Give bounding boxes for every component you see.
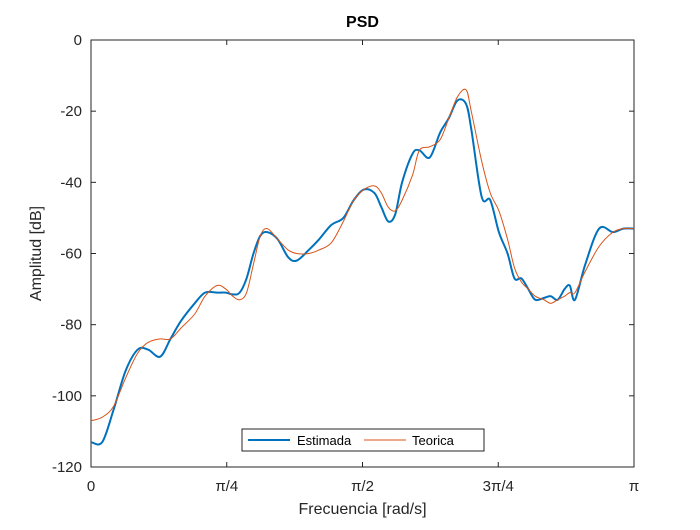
y-axis-label: Amplitud [dB]: [28, 206, 45, 301]
x-tick-label: 0: [87, 478, 95, 495]
y-axis-ticks: 0 -20 -40 -60 -80 -100 -120: [52, 32, 634, 476]
series-line-estimada: [90, 98, 635, 446]
y-tick-label: -120: [52, 459, 82, 476]
y-tick-label: 0: [74, 32, 82, 49]
chart-title: PSD: [346, 14, 379, 31]
legend-box: [241, 428, 485, 452]
legend-label-teorica: Teorica: [412, 433, 455, 448]
y-tick-label: -80: [60, 317, 82, 334]
y-tick-label: -100: [52, 388, 82, 405]
series-line-teorica: [90, 88, 635, 422]
x-tick-label: π: [629, 478, 639, 495]
x-axis-label: Frecuencia [rad/s]: [298, 501, 426, 518]
plot-area: [90, 39, 635, 468]
series-group: [90, 88, 635, 446]
x-tick-label: π/2: [351, 478, 374, 495]
legend-label-estimada: Estimada: [297, 433, 352, 448]
y-tick-label: -60: [60, 246, 82, 263]
legend: Estimada Teorica: [241, 428, 485, 452]
x-axis-ticks: 0 π/4 π/2 3π/4 π: [87, 40, 639, 495]
y-tick-label: -40: [60, 174, 82, 191]
x-tick-label: π/4: [215, 478, 238, 495]
y-tick-label: -20: [60, 103, 82, 120]
x-tick-label: 3π/4: [483, 478, 514, 495]
